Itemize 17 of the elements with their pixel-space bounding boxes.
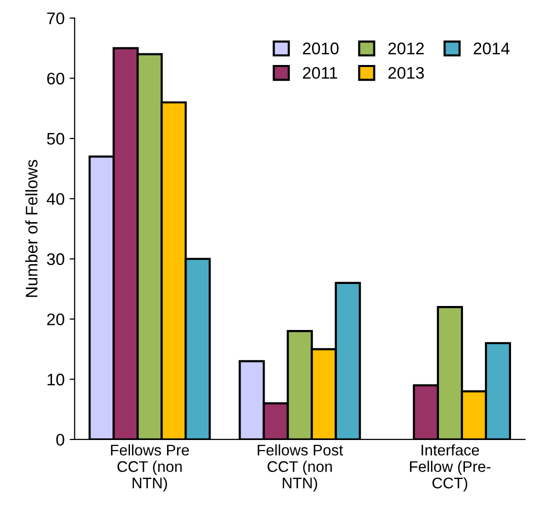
legend-label: 2011 (302, 67, 338, 79)
x-tick-label: Interface Fellow (Pre- CCT) (410, 444, 490, 492)
y-tick-label: 0 (56, 434, 64, 446)
x-tick-label: Fellows Pre CCT (non NTN) (111, 444, 189, 492)
x-tick-label: Fellows Post CCT (non NTN) (258, 444, 343, 492)
y-tick-label: 20 (47, 313, 64, 326)
y-tick-label: 10 (48, 374, 64, 386)
y-tick-label: 30 (46, 253, 64, 266)
y-tick-label: 60 (47, 72, 64, 84)
legend-label: 2012 (388, 42, 424, 54)
y-tick-label: 70 (47, 12, 64, 24)
y-axis-title: Number of Fellows (25, 160, 38, 297)
y-tick-label: 40 (46, 193, 64, 205)
legend-label: 2010 (302, 42, 339, 54)
legend-label: 2013 (388, 67, 424, 79)
legend-label: 2014 (474, 42, 510, 54)
y-tick-label: 50 (47, 132, 64, 145)
